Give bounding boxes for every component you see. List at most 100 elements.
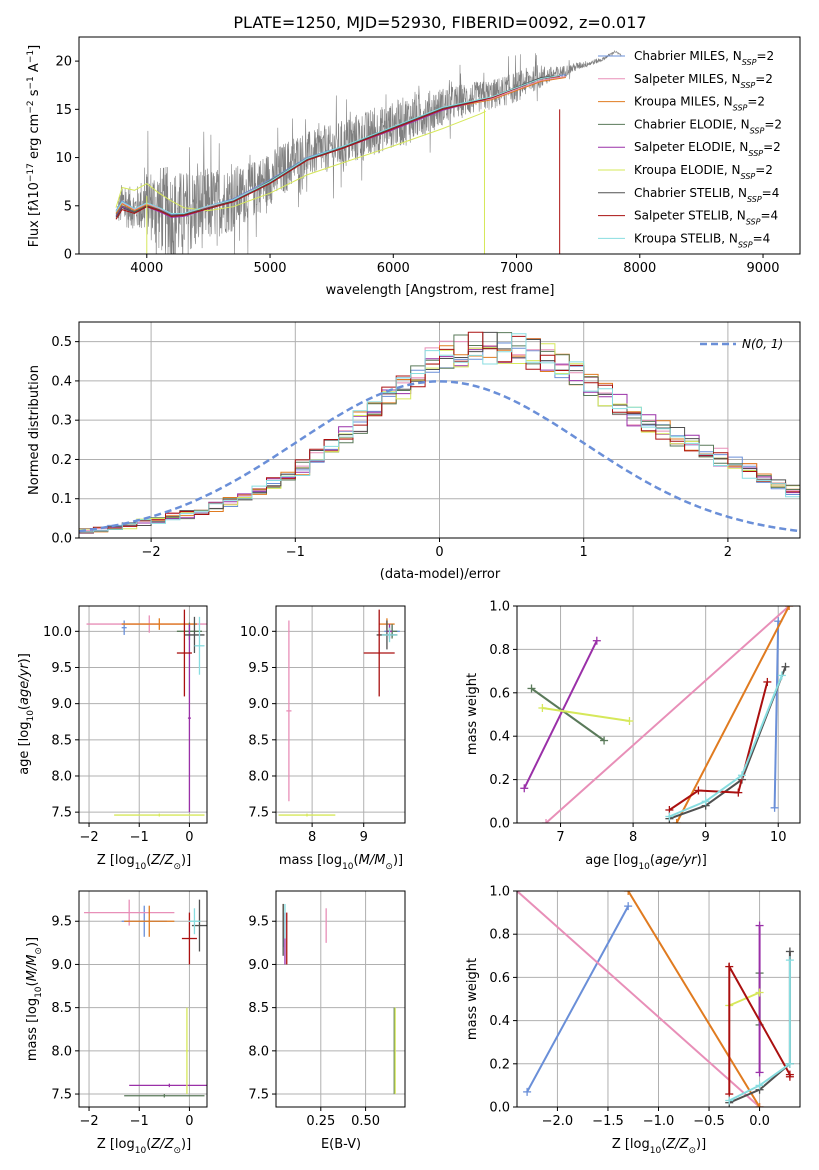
residual-histogram: −2 −1 0 1 2 0.0 0.1 0.2 0.3 0.4 0.5 xyxy=(51,321,801,560)
weight-marker-kroupa_stelib xyxy=(777,671,786,680)
legend-label-kroupa_miles: Kroupa MILES, NSSP=2 xyxy=(634,95,765,113)
axes-frame xyxy=(78,890,208,1108)
x-tick-label: −1.5 xyxy=(592,1114,624,1129)
weight-line-salpeter_miles xyxy=(517,891,761,1107)
errorbars xyxy=(282,903,396,1095)
weight-line-kroupa_miles xyxy=(675,606,790,823)
errorbar-kroupa_elodie xyxy=(114,813,205,817)
weight-marker-chabrier_miles xyxy=(523,1087,532,1096)
x-tick-label: 0 xyxy=(185,1114,193,1129)
histogram-xlabel: (data-model)/error xyxy=(380,567,501,582)
weight-marker-salpeter_stelib xyxy=(785,1072,794,1081)
legend-label-kroupa_elodie: Kroupa ELODIE, NSSP=2 xyxy=(634,163,773,181)
y-tick-label: 0.2 xyxy=(489,1057,510,1072)
errorbar-salpeter_elodie xyxy=(129,1083,207,1088)
weight-marker-salpeter_stelib xyxy=(734,788,743,797)
y-tick-label: 0.6 xyxy=(489,686,510,701)
y-tick-label: 7.5 xyxy=(248,1088,269,1103)
x-tick-label: 8 xyxy=(629,830,637,845)
spectrum-lines xyxy=(115,49,622,254)
y-tick-label: 1.0 xyxy=(489,600,510,615)
weight-marker-salpeter_stelib xyxy=(694,786,703,795)
weight-marker-kroupa_elodie xyxy=(755,988,764,997)
x-tick-label: 7000 xyxy=(500,261,533,276)
age-mass-xlabel: mass [log10(M/M⊙)] xyxy=(279,853,403,872)
y-tick-label: 20 xyxy=(55,55,72,70)
x-tick-label: −2 xyxy=(79,830,98,845)
spectrum-plot: 4000 5000 6000 7000 8000 9000 0 5 10 15 20 xyxy=(55,36,801,276)
weight-marker-chabrier_stelib xyxy=(785,947,794,956)
errorbar-kroupa_elodie xyxy=(278,813,336,817)
errorbar-kroupa_stelib xyxy=(188,908,201,935)
y-tick-label: 0.2 xyxy=(489,773,510,788)
errorbars xyxy=(278,609,400,817)
histogram-ylabel: Normed distribution xyxy=(27,365,42,495)
x-tick-label: 6000 xyxy=(377,261,410,276)
y-tick-label: 8.5 xyxy=(248,733,269,748)
weight-age-ylabel: mass weight xyxy=(465,673,480,755)
weight-marker-salpeter_elodie xyxy=(520,784,529,793)
x-tick-label: 1 xyxy=(580,545,588,560)
weight-marker-chabrier_elodie xyxy=(527,684,536,693)
weight-line-chabrier_miles xyxy=(526,905,630,1093)
errorbar-salpeter_elodie xyxy=(187,624,191,813)
weight-marker-chabrier_stelib xyxy=(781,662,790,671)
axes-frame xyxy=(516,605,801,824)
weight-line-kroupa_stelib xyxy=(669,675,783,818)
axes-frame xyxy=(78,36,801,255)
y-tick-label: 0.0 xyxy=(51,532,72,547)
y-tick-label: 9.5 xyxy=(248,915,269,930)
mass-Z-ylabel: mass [log10(M/M⊙)] xyxy=(25,937,44,1061)
x-tick-label: −2.0 xyxy=(542,1114,574,1129)
x-tick-label: −0.5 xyxy=(693,1114,725,1129)
weight-marker-salpeter_stelib xyxy=(725,962,734,971)
y-tick-label: 8.5 xyxy=(51,733,72,748)
weight-line-kroupa_elodie xyxy=(542,707,630,722)
age-vs-mass-panel: 8 9 7.5 8.0 8.5 9.0 9.5 10.0 xyxy=(240,605,406,845)
x-tick-label: −2 xyxy=(142,545,161,560)
weight-line-kroupa_elodie xyxy=(728,991,760,1007)
mass-Z-xlabel: Z [log10(Z/Z⊙)] xyxy=(97,1137,191,1156)
x-tick-label: 9 xyxy=(702,830,710,845)
axes-frame xyxy=(275,605,406,824)
legend-label-chabrier_stelib: Chabrier STELIB, NSSP=4 xyxy=(634,186,779,204)
x-tick-label: 10 xyxy=(770,830,787,845)
y-tick-label: 0.2 xyxy=(51,453,72,468)
legend-label-salpeter_miles: Salpeter MILES, NSSP=2 xyxy=(634,72,773,90)
y-tick-label: 0.0 xyxy=(489,1101,510,1116)
weight-marker-salpeter_elodie xyxy=(755,921,764,930)
mass-ebv-xlabel: E(B-V) xyxy=(321,1137,361,1152)
y-tick-label: 10.0 xyxy=(43,625,72,640)
histogram-kroupa_stelib xyxy=(79,333,800,538)
y-tick-label: 0.5 xyxy=(51,335,72,350)
x-tick-label: −2 xyxy=(79,1114,98,1129)
errorbar-kroupa_miles xyxy=(124,905,175,937)
y-tick-label: 9.5 xyxy=(51,661,72,676)
x-tick-label: 9000 xyxy=(746,261,779,276)
weight-lines xyxy=(520,606,794,823)
axes-frame xyxy=(78,321,801,539)
errorbar-kroupa_stelib xyxy=(381,627,398,643)
errorbar-chabrier_miles xyxy=(121,620,127,635)
weight-marker-kroupa_stelib xyxy=(737,771,746,780)
x-tick-label: −1 xyxy=(130,1114,149,1129)
weight-vs-metallicity-panel: −2.0 −1.5 −1.0 −0.5 0.0 0.0 0.2 0.4 0.6 0.8 1.0 xyxy=(489,885,801,1129)
y-tick-label: 9.5 xyxy=(51,915,72,930)
errorbar-kroupa_elodie xyxy=(185,1007,188,1095)
weight-line-kroupa_miles xyxy=(627,891,761,1107)
weight-Z-xlabel: Z [log10(Z/Z⊙)] xyxy=(612,1137,706,1156)
spectrum-xlabel: wavelength [Angstrom, rest frame] xyxy=(326,283,555,298)
y-tick-label: 0.6 xyxy=(489,971,510,986)
weight-line-salpeter_elodie xyxy=(523,640,598,789)
x-tick-label: 0 xyxy=(185,830,193,845)
weight-age-xlabel: age [log10(age/yr)] xyxy=(585,853,707,872)
x-tick-label: 5000 xyxy=(253,261,286,276)
y-tick-label: 9.0 xyxy=(51,958,72,973)
weight-marker-chabrier_miles xyxy=(770,803,779,812)
weight-line-chabrier_elodie xyxy=(530,687,605,742)
legend-label-salpeter_stelib: Salpeter STELIB, NSSP=4 xyxy=(634,209,778,227)
weight-marker-chabrier_elodie xyxy=(600,736,609,745)
weight-marker-kroupa_miles xyxy=(785,606,794,610)
weight-marker-kroupa_stelib xyxy=(785,956,794,965)
age-Z-ylabel: age [log10(age/yr)] xyxy=(17,653,36,775)
